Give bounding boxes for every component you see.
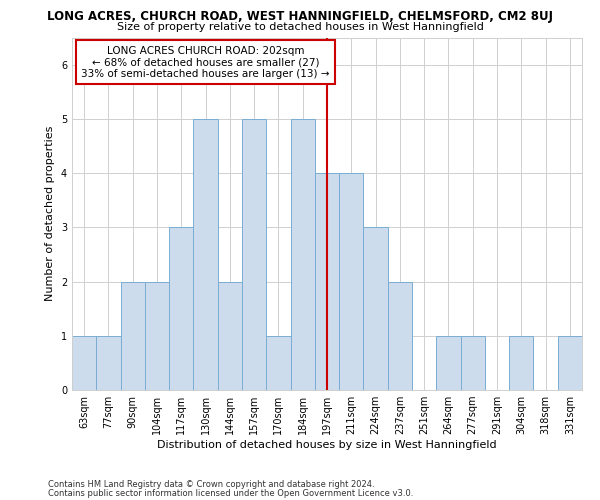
Bar xyxy=(461,336,485,390)
Bar xyxy=(315,173,339,390)
Bar xyxy=(558,336,582,390)
Bar xyxy=(364,228,388,390)
Bar xyxy=(121,282,145,390)
Bar xyxy=(509,336,533,390)
Bar xyxy=(388,282,412,390)
Bar xyxy=(242,119,266,390)
Bar xyxy=(339,173,364,390)
Y-axis label: Number of detached properties: Number of detached properties xyxy=(46,126,55,302)
Bar xyxy=(72,336,96,390)
Bar xyxy=(145,282,169,390)
Bar xyxy=(436,336,461,390)
Text: LONG ACRES, CHURCH ROAD, WEST HANNINGFIELD, CHELMSFORD, CM2 8UJ: LONG ACRES, CHURCH ROAD, WEST HANNINGFIE… xyxy=(47,10,553,23)
Text: LONG ACRES CHURCH ROAD: 202sqm
← 68% of detached houses are smaller (27)
33% of : LONG ACRES CHURCH ROAD: 202sqm ← 68% of … xyxy=(82,46,330,79)
Bar xyxy=(169,228,193,390)
Text: Contains HM Land Registry data © Crown copyright and database right 2024.: Contains HM Land Registry data © Crown c… xyxy=(48,480,374,489)
Text: Contains public sector information licensed under the Open Government Licence v3: Contains public sector information licen… xyxy=(48,489,413,498)
Bar xyxy=(266,336,290,390)
Text: Size of property relative to detached houses in West Hanningfield: Size of property relative to detached ho… xyxy=(116,22,484,32)
Bar xyxy=(96,336,121,390)
Bar xyxy=(218,282,242,390)
Bar xyxy=(290,119,315,390)
Bar xyxy=(193,119,218,390)
X-axis label: Distribution of detached houses by size in West Hanningfield: Distribution of detached houses by size … xyxy=(157,440,497,450)
